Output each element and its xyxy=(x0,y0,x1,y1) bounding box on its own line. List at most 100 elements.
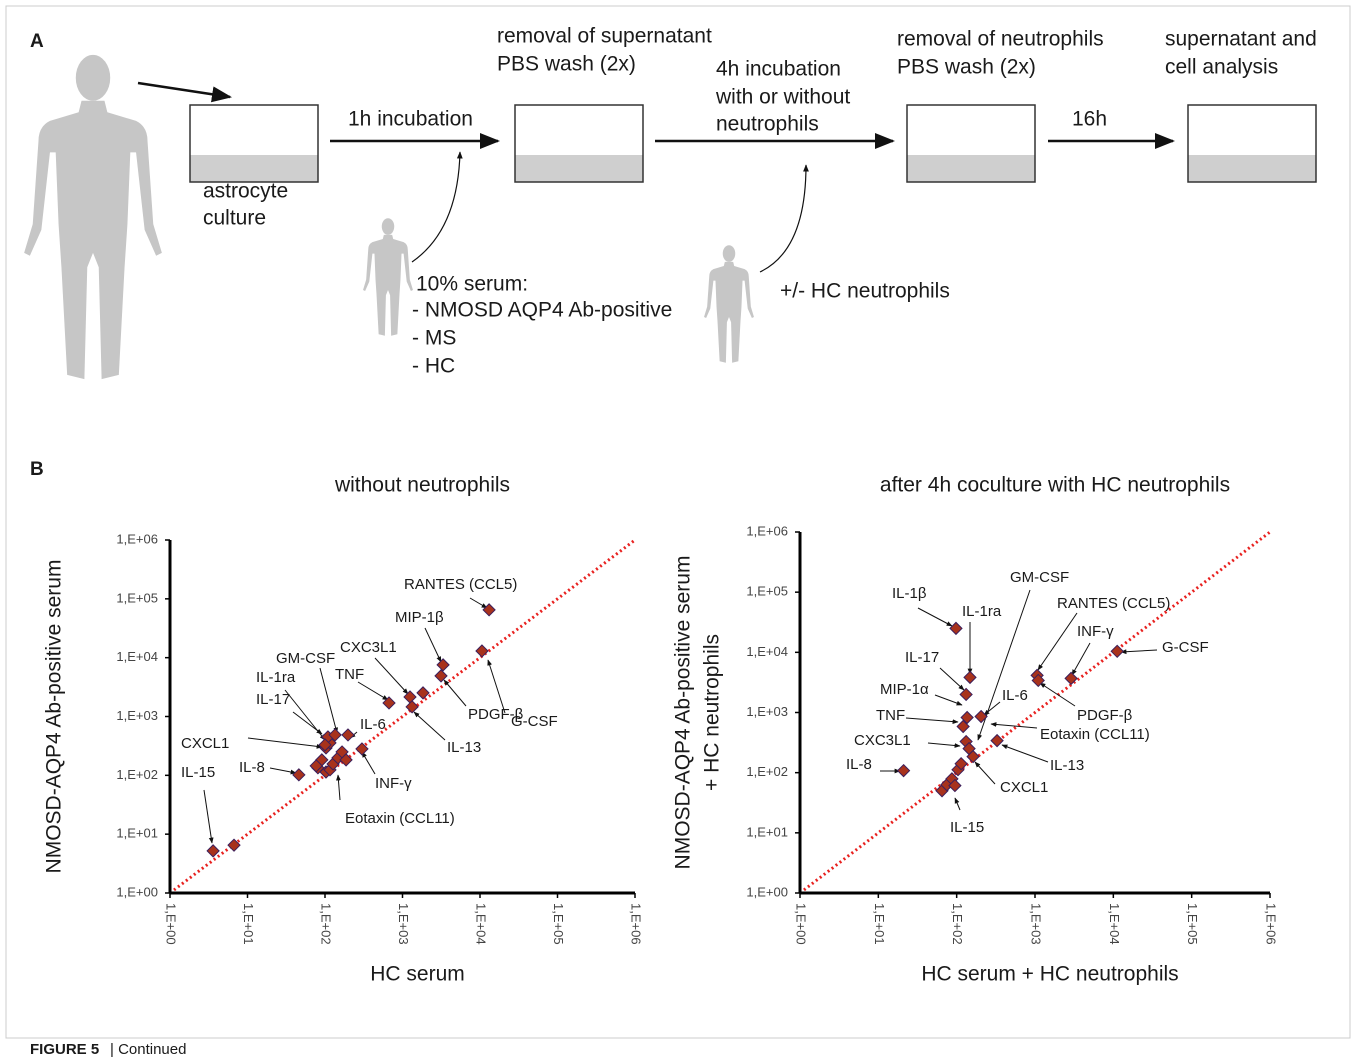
y-tick-label: 1,E+04 xyxy=(746,644,788,659)
person-icon xyxy=(704,245,754,363)
x-tick-label: 1,E+00 xyxy=(164,903,179,945)
step-label: 4h incubation xyxy=(716,58,841,81)
x-tick-label: 1,E+06 xyxy=(629,903,644,945)
annotation: G-CSF xyxy=(1162,639,1209,656)
annotation-arrow xyxy=(424,627,442,663)
x-tick-label: 1,E+04 xyxy=(1107,903,1122,945)
x-tick-label: 1,E+06 xyxy=(1264,903,1279,945)
point xyxy=(954,756,968,771)
point xyxy=(328,728,342,742)
x-tick-label: 1,E+00 xyxy=(794,903,809,945)
annotation-arrow xyxy=(336,774,341,801)
point xyxy=(960,710,974,725)
annotation: IL-15 xyxy=(181,764,215,781)
y-tick-label: 1,E+02 xyxy=(116,767,158,782)
point xyxy=(974,709,988,724)
annotation: CXC3L1 xyxy=(854,732,911,749)
x-tick-label: 1,E+05 xyxy=(1185,903,1200,945)
annotation: IL-8 xyxy=(239,759,265,776)
flow-arrows xyxy=(137,81,1175,273)
annotation-arrow xyxy=(905,717,959,724)
annotation-arrow xyxy=(413,711,446,741)
y-axis-label: + HC neutrophils xyxy=(701,634,724,791)
annotation: IL-15 xyxy=(950,819,984,836)
annotation-arrow xyxy=(443,679,467,707)
x-axis-label: HC serum xyxy=(370,963,465,986)
y-tick-label: 1,E+05 xyxy=(116,590,158,605)
diagonal xyxy=(799,530,1271,895)
y-tick-label: 1,E+04 xyxy=(116,649,158,664)
step-label: with or without xyxy=(715,86,850,109)
annotation-arrow xyxy=(203,789,214,844)
annotation: PDGF-β xyxy=(1077,707,1133,724)
diagonal xyxy=(169,538,636,895)
x-tick-label: 1,E+02 xyxy=(950,903,965,945)
point xyxy=(434,669,448,683)
annotation-arrow xyxy=(974,761,996,785)
annotation: Eotaxin (CCL11) xyxy=(1040,726,1150,743)
y-axis-label: NMOSD-AQP4 Ab-positive serum xyxy=(43,560,66,874)
annotation-arrow xyxy=(927,742,961,748)
annotation: IL-13 xyxy=(447,739,481,756)
annotation-arrow xyxy=(1120,649,1158,655)
annotation-arrow xyxy=(990,722,1038,729)
step-label: 16h xyxy=(1072,108,1107,131)
annotation-arrow xyxy=(934,694,963,706)
annotation: CXCL1 xyxy=(1000,779,1048,796)
point xyxy=(990,733,1004,748)
y-tick-label: 1,E+00 xyxy=(116,884,158,899)
point xyxy=(959,687,973,702)
annotation-arrow xyxy=(983,701,1001,716)
annotation: IL-17 xyxy=(905,649,939,666)
y-tick-label: 1,E+00 xyxy=(746,884,788,899)
annotation: CXC3L1 xyxy=(340,639,397,656)
step-label: removal of supernatant xyxy=(497,25,712,48)
annotation-arrow xyxy=(917,607,953,627)
annotation: RANTES (CCL5) xyxy=(404,576,517,593)
frame xyxy=(5,5,1351,1039)
annotation-arrow xyxy=(292,711,323,735)
step-label: removal of neutrophils xyxy=(897,28,1104,51)
y-tick-label: 1,E+02 xyxy=(746,764,788,779)
point xyxy=(405,700,419,714)
y-tick-label: 1,E+01 xyxy=(746,824,788,839)
point xyxy=(292,768,306,782)
annotation-arrow xyxy=(1001,744,1049,763)
annotation: IL-6 xyxy=(360,716,386,733)
annotation-arrow xyxy=(374,657,409,695)
step-label: supernatant and xyxy=(1165,28,1317,51)
annotation: IL-1β xyxy=(892,585,927,602)
y-tick-label: 1,E+01 xyxy=(116,826,158,841)
annotation-arrow xyxy=(469,597,488,609)
point xyxy=(1064,671,1078,686)
annotation-arrow xyxy=(487,659,506,714)
point xyxy=(896,763,911,778)
person-icon xyxy=(363,218,413,336)
step-label: astrocyte xyxy=(203,180,288,203)
y-tick-label: 1,E+06 xyxy=(746,523,788,538)
annotation: GM-CSF xyxy=(1010,569,1069,586)
annotation: INF-γ xyxy=(1077,623,1114,640)
point xyxy=(341,728,355,742)
step-label: cell analysis xyxy=(1165,56,1278,79)
x-tick-label: 1,E+05 xyxy=(551,903,566,945)
step-label: - NMOSD AQP4 Ab-positive xyxy=(412,299,672,322)
annotation: GM-CSF xyxy=(276,650,335,667)
step-label: 1h incubation xyxy=(348,108,473,131)
annotation: INF-γ xyxy=(375,775,412,792)
x-axis-label: HC serum + HC neutrophils xyxy=(921,963,1178,986)
step-label: PBS wash (2x) xyxy=(897,56,1036,79)
panel-label: B xyxy=(30,459,44,480)
y-axis-label: NMOSD-AQP4 Ab-positive serum xyxy=(672,556,695,870)
point xyxy=(475,644,489,658)
point xyxy=(403,690,417,704)
caption-text: | Continued xyxy=(110,1041,186,1058)
step-label: - MS xyxy=(412,327,456,350)
person-icon xyxy=(24,54,162,380)
y-tick-label: 1,E+03 xyxy=(116,708,158,723)
point xyxy=(963,670,977,685)
point xyxy=(1031,673,1045,688)
annotation: TNF xyxy=(335,666,364,683)
annotation-arrow xyxy=(1037,612,1078,671)
